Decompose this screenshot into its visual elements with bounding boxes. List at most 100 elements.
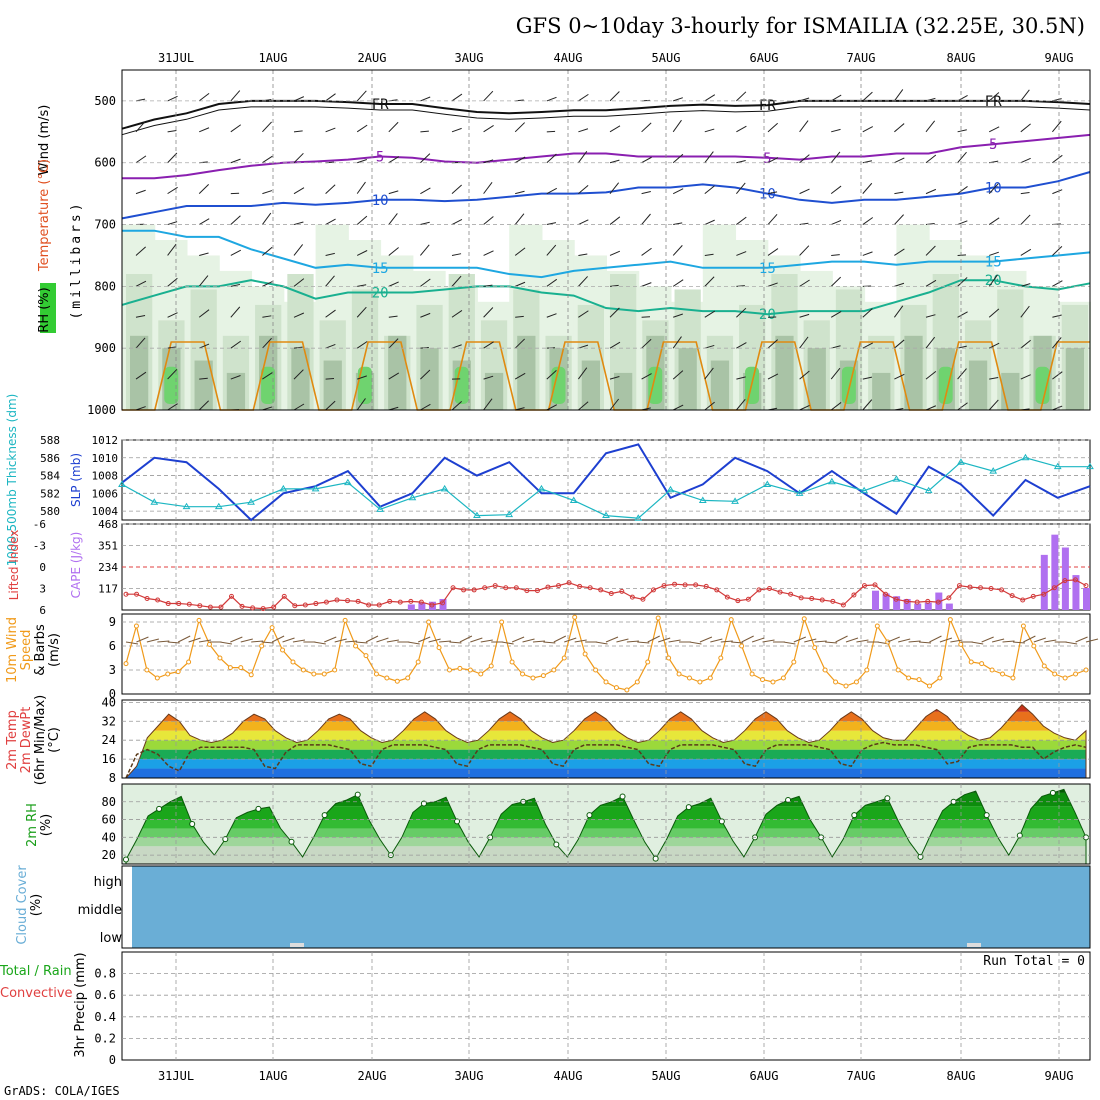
upper-wind-barb [1020,191,1030,195]
wind-tick: 9 [109,615,116,629]
upper-wind-barb [894,157,905,164]
upper-wind-barb [135,246,146,256]
wind-point [572,614,578,620]
temp-line [124,703,1087,779]
wind-barb [919,641,932,644]
wind-barb [355,641,368,644]
upper-wind-barb [704,219,715,226]
upper-wind-barb [799,313,810,318]
li-point [239,603,245,609]
wind-point [457,665,463,671]
upper-wind-barb [641,213,651,225]
wind-barb [480,639,493,643]
li-point [439,600,445,606]
wind-barb [167,641,180,644]
li-point [176,601,182,607]
wind-barb [1044,639,1057,643]
upper-wind-barb [862,308,873,318]
thickness-point [376,505,385,512]
upper-wind-barb [451,275,462,287]
li-point [672,581,678,587]
upper-wind-barb [704,344,715,349]
wind-barb [1023,635,1036,643]
wind-point [227,665,233,671]
wind-barb [543,641,556,644]
upper-wind-barb [167,243,177,256]
upper-wind-barb [135,280,147,287]
slp-frame [121,439,1091,521]
upper-wind-barb [451,309,463,318]
wind-barb [1085,638,1099,643]
cape-tick: 117 [98,583,118,596]
rh-band [126,837,1086,847]
thickness-point [214,502,223,510]
upper-wind-barb [135,189,146,195]
li-point [724,594,730,600]
upper-wind-barb [862,399,873,411]
upper-wind-barb [925,188,937,195]
date-label-top: 5AUG [652,51,681,65]
upper-wind-barb [483,250,494,256]
rh-tick: 40 [102,830,116,844]
wind-point [968,659,974,665]
thickness-point [860,486,869,494]
thickness-point [279,484,288,492]
wind-point [154,675,160,681]
rh-point [553,841,560,848]
upper-wind-barb [736,342,747,349]
wind-point [843,683,849,689]
upper-wind-barb [325,127,336,133]
wind-point [1052,671,1058,677]
upper-wind-barb [483,125,494,133]
upper-wind-barb [325,343,336,349]
wind-point [739,643,745,649]
wind-barb [595,641,608,645]
upper-wind-barb [957,186,968,195]
axis-label-lifted: Lifted Index [7,530,21,601]
rh-shade-70 [291,348,310,410]
rh-point [1049,789,1056,796]
upper-wind-barb [420,221,430,226]
wind-point [426,619,432,625]
temp-band [126,759,1086,769]
upper-wind-barb [546,369,557,380]
axis-label-cape: CAPE (J/kg) [69,532,83,599]
upper-wind-barb [862,182,873,194]
thickness-point [666,485,675,493]
wind-point [384,675,390,681]
upper-wind-barb [388,372,400,380]
upper-wind-barb [483,182,493,194]
wind-point [1062,675,1068,681]
li-point [228,593,234,599]
upper-wind-barb [641,191,651,195]
li-point [619,588,625,594]
li-point [788,591,794,597]
wind-point [238,665,244,671]
wind-barb [553,635,567,643]
wind-point [979,661,985,667]
upper-wind-barb [672,404,684,411]
wind-point [321,671,327,677]
upper-wind-barb [578,401,589,411]
cape-bar [914,603,922,610]
temp-band [126,768,1086,778]
upper-wind-barb [198,184,210,194]
rh-shade-70 [194,360,213,410]
upper-wind-barb [736,398,746,411]
upper-wind-barb [357,159,367,164]
thickness-tick: 588 [40,434,60,447]
thickness-point [634,514,643,521]
isotherm-label: 20 [372,286,389,302]
axis-label-thickness: 1000-500mb Thickness (dm) [5,394,19,567]
upper-wind-barb [894,123,905,133]
li-point [556,583,562,589]
temp-tick: 16 [102,752,116,766]
isotherm-label: 10 [372,193,389,209]
upper-wind-barb [799,120,809,133]
slp-tick: 1010 [92,452,119,465]
wind-barb [1075,636,1088,643]
wind-barb [783,641,796,645]
rh-point [156,805,163,812]
upper-wind-barb [988,217,1000,225]
upper-wind-barb [356,306,367,318]
